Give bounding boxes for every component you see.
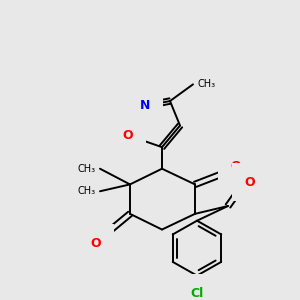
Text: O: O [123, 129, 133, 142]
Text: O: O [91, 237, 101, 250]
Text: N: N [140, 99, 150, 112]
Text: CH₃: CH₃ [78, 186, 96, 196]
Text: Cl: Cl [190, 287, 204, 300]
Text: CH₃: CH₃ [197, 80, 215, 89]
Text: O: O [231, 160, 241, 173]
Text: O: O [245, 176, 255, 189]
Text: CH₃: CH₃ [78, 164, 96, 174]
